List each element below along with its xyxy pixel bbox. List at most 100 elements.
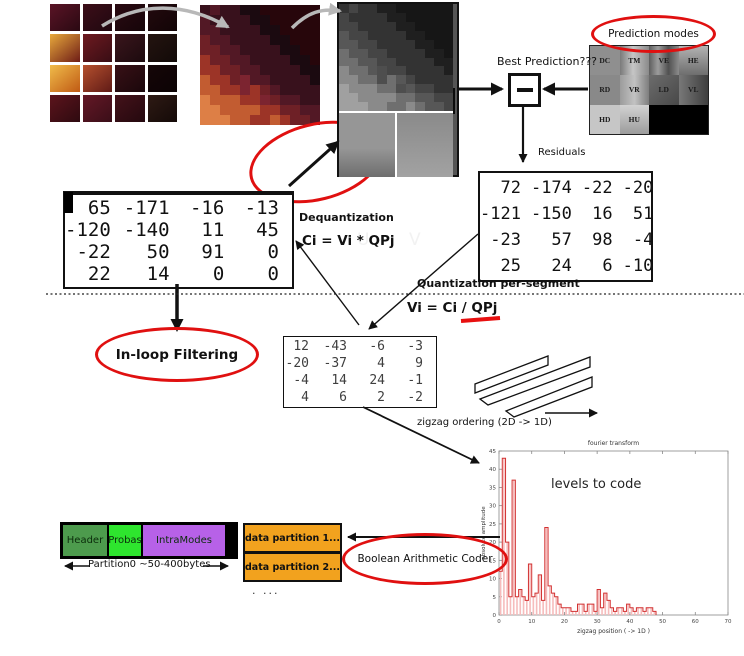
partition-segment-label: IntraModes [156, 535, 212, 546]
image-tile [115, 34, 145, 62]
matrix-cell: -20 [285, 356, 309, 371]
matrix-cell: 72 [500, 177, 521, 198]
svg-text:30: 30 [489, 504, 496, 510]
matrix-cell: 11 [201, 219, 225, 241]
matrix-cell: -22 [76, 241, 111, 263]
matrix-cell: 65 [87, 197, 111, 219]
source-image-blocks [50, 4, 177, 122]
matrix-cell: 51 [632, 203, 654, 224]
svg-text:45: 45 [489, 449, 496, 455]
matrix-cell: 0 [212, 263, 225, 285]
prediction-modes-ellipse: Prediction modes [591, 15, 716, 53]
data-partition-2: data partition 2... [243, 552, 342, 582]
image-tile [82, 34, 112, 62]
svg-text:25: 25 [489, 522, 496, 528]
yuv-plane: Y U V [337, 2, 459, 250]
image-tile [147, 34, 177, 62]
matrix-cell: 14 [146, 263, 170, 285]
matrix-cell: -20 [622, 177, 654, 198]
prediction-mode-cell: HD [590, 104, 620, 134]
arrow-dequantization [295, 240, 360, 326]
matrix-cell: 6 [339, 390, 347, 405]
prediction-mode-label: HE [687, 56, 699, 66]
partition-segment-intramodes: IntraModes [143, 525, 225, 556]
svg-text:40: 40 [489, 467, 496, 473]
matrix-cell: 6 [602, 255, 613, 276]
matrix-cell: -23 [490, 229, 521, 250]
matrix-cell: 24 [551, 255, 572, 276]
prediction-mode-cell [649, 104, 679, 134]
formula-red-underline [460, 316, 501, 323]
matrix-cell: 4 [377, 356, 385, 371]
quantization-formula: Vi = Ci / QPj [407, 300, 498, 316]
matrix-cell: -4 [293, 373, 309, 388]
dequantized-matrix: 65 -171 -16 -13 -120 -140 11 45 -22 50 91 0 22 14 0 0 [63, 191, 294, 289]
svg-text:30: 30 [594, 619, 601, 625]
zigzag-ribbon-icon [474, 355, 593, 418]
svg-text:absolute amplitude: absolute amplitude [481, 506, 487, 560]
svg-text:fourier transform: fourier transform [588, 440, 639, 447]
matrix-cell: -37 [323, 356, 347, 371]
matrix-cell: -4 [632, 229, 654, 250]
partition-segment-probas: Probas [108, 525, 142, 556]
svg-text:20: 20 [561, 619, 568, 625]
prediction-mode-cell [678, 104, 708, 134]
matrix-cell: -150 [530, 203, 572, 224]
matrix-cell: 24 [369, 373, 385, 388]
image-tile [82, 4, 112, 32]
prediction-mode-label: RD [599, 85, 611, 95]
matrix-cell: -1 [407, 373, 423, 388]
matrix-cell: 91 [201, 241, 225, 263]
levels-chart-plot: 0 10 20 30 40 50 60 70051015202530354045fourier… [481, 440, 732, 635]
matrix-cell: 0 [267, 241, 279, 263]
svg-text:zigzag position ( -> 1D ): zigzag position ( -> 1D ) [577, 628, 650, 635]
matrix-cell: -140 [123, 219, 170, 241]
svg-text:10: 10 [528, 619, 535, 625]
svg-text:50: 50 [659, 619, 666, 625]
prediction-mode-cell: VR [619, 75, 649, 105]
prediction-mode-cell: VL [678, 75, 708, 105]
u-plane [339, 113, 395, 177]
arrow-zigzag-to-chart [362, 406, 480, 464]
uv-planes: U V [339, 111, 453, 250]
best-prediction-label: Best Prediction??? [497, 55, 598, 68]
residuals-matrix: 72 -174 -22 -20 -121 -150 16 51 -23 57 98 -4 25 24 6 -1… [478, 171, 653, 282]
svg-text:0: 0 [493, 613, 497, 619]
svg-text:0: 0 [497, 619, 501, 625]
dc-coefficient-marker [64, 192, 73, 213]
matrix-cell: -22 [581, 177, 613, 198]
matrix-cell: -121 [480, 203, 521, 224]
image-tile [147, 94, 177, 122]
image-tile [82, 94, 112, 122]
matrix-cell: 9 [415, 356, 423, 371]
best-prediction-selector [508, 73, 541, 107]
matrix-cell: 98 [592, 229, 613, 250]
image-tile [147, 4, 177, 32]
boolean-coder-ellipse: Boolean Arithmetic Coder [342, 533, 508, 585]
data-partition-1: data partition 1... [243, 523, 342, 553]
matrix-cell: 4 [301, 390, 309, 405]
inloop-filtering-label: In-loop Filtering [115, 346, 239, 363]
svg-text:70: 70 [725, 619, 732, 625]
y-plane-pixels [339, 4, 453, 111]
prediction-mode-cell: DC [590, 46, 620, 76]
matrix-cell: -6 [369, 339, 385, 354]
image-tile [115, 94, 145, 122]
matrix-cell: 16 [592, 203, 613, 224]
image-tile [115, 64, 145, 92]
prediction-mode-cell: LD [649, 75, 679, 105]
partition-segment-label: Header [66, 535, 104, 546]
prediction-modes-grid: DC TM VE HE RD VR LD VL HD HU [589, 45, 709, 135]
dequantization-title: Dequantization [299, 211, 394, 224]
image-tile [147, 64, 177, 92]
matrix-cell: 12 [293, 339, 309, 354]
more-partitions-ellipsis: . ... [252, 584, 280, 597]
data-partition-1-label: data partition 1... [245, 532, 340, 544]
levels-chart: 0 10 20 30 40 50 60 70 0 5 10 15 20 25 30 35 40 45 fourier… [478, 437, 744, 647]
prediction-mode-cell: HU [619, 104, 649, 134]
svg-text:35: 35 [489, 485, 496, 491]
matrix-cell: 14 [331, 373, 347, 388]
u-plane-label: U [357, 230, 370, 250]
partition0-box: Header Probas IntraModes [60, 522, 238, 559]
